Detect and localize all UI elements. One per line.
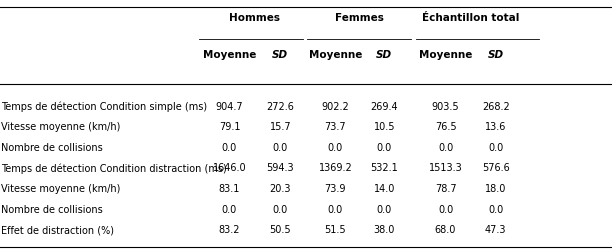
Text: 1369.2: 1369.2 (318, 163, 353, 173)
Text: 76.5: 76.5 (435, 122, 457, 132)
Text: SD: SD (376, 50, 392, 60)
Text: 0.0: 0.0 (328, 142, 343, 152)
Text: 0.0: 0.0 (438, 204, 453, 214)
Text: 15.7: 15.7 (269, 122, 291, 132)
Text: 0.0: 0.0 (377, 142, 392, 152)
Text: 594.3: 594.3 (266, 163, 294, 173)
Text: 38.0: 38.0 (374, 224, 395, 234)
Text: Hommes: Hommes (229, 12, 280, 22)
Text: Nombre de collisions: Nombre de collisions (1, 142, 103, 152)
Text: Moyenne: Moyenne (419, 50, 472, 60)
Text: 50.5: 50.5 (269, 224, 291, 234)
Text: Vitesse moyenne (km/h): Vitesse moyenne (km/h) (1, 122, 121, 132)
Text: 73.7: 73.7 (324, 122, 346, 132)
Text: 0.0: 0.0 (438, 142, 453, 152)
Text: 78.7: 78.7 (435, 183, 457, 193)
Text: Vitesse moyenne (km/h): Vitesse moyenne (km/h) (1, 183, 121, 193)
Text: 268.2: 268.2 (482, 101, 510, 111)
Text: 903.5: 903.5 (431, 101, 460, 111)
Text: 73.9: 73.9 (324, 183, 346, 193)
Text: 0.0: 0.0 (377, 204, 392, 214)
Text: 83.1: 83.1 (219, 183, 240, 193)
Text: 0.0: 0.0 (273, 204, 288, 214)
Text: 902.2: 902.2 (321, 101, 349, 111)
Text: 14.0: 14.0 (374, 183, 395, 193)
Text: 79.1: 79.1 (218, 122, 241, 132)
Text: 20.3: 20.3 (269, 183, 291, 193)
Text: 47.3: 47.3 (485, 224, 507, 234)
Text: 1646.0: 1646.0 (213, 163, 246, 173)
Text: Femmes: Femmes (335, 12, 384, 22)
Text: Temps de détection Condition distraction (ms): Temps de détection Condition distraction… (1, 162, 227, 173)
Text: 0.0: 0.0 (488, 204, 503, 214)
Text: 83.2: 83.2 (218, 224, 241, 234)
Text: Nombre de collisions: Nombre de collisions (1, 204, 103, 214)
Text: 0.0: 0.0 (488, 142, 503, 152)
Text: 532.1: 532.1 (370, 163, 398, 173)
Text: Temps de détection Condition simple (ms): Temps de détection Condition simple (ms) (1, 101, 207, 112)
Text: Échantillon total: Échantillon total (422, 12, 520, 22)
Text: 18.0: 18.0 (485, 183, 506, 193)
Text: 0.0: 0.0 (328, 204, 343, 214)
Text: 269.4: 269.4 (370, 101, 398, 111)
Text: Moyenne: Moyenne (203, 50, 256, 60)
Text: 51.5: 51.5 (324, 224, 346, 234)
Text: 904.7: 904.7 (215, 101, 244, 111)
Text: 0.0: 0.0 (222, 204, 237, 214)
Text: Effet de distraction (%): Effet de distraction (%) (1, 224, 114, 234)
Text: SD: SD (272, 50, 288, 60)
Text: Moyenne: Moyenne (308, 50, 362, 60)
Text: 1513.3: 1513.3 (428, 163, 463, 173)
Text: 576.6: 576.6 (482, 163, 510, 173)
Text: 0.0: 0.0 (273, 142, 288, 152)
Text: 13.6: 13.6 (485, 122, 506, 132)
Text: SD: SD (488, 50, 504, 60)
Text: 272.6: 272.6 (266, 101, 294, 111)
Text: 68.0: 68.0 (435, 224, 456, 234)
Text: 0.0: 0.0 (222, 142, 237, 152)
Text: 10.5: 10.5 (373, 122, 395, 132)
